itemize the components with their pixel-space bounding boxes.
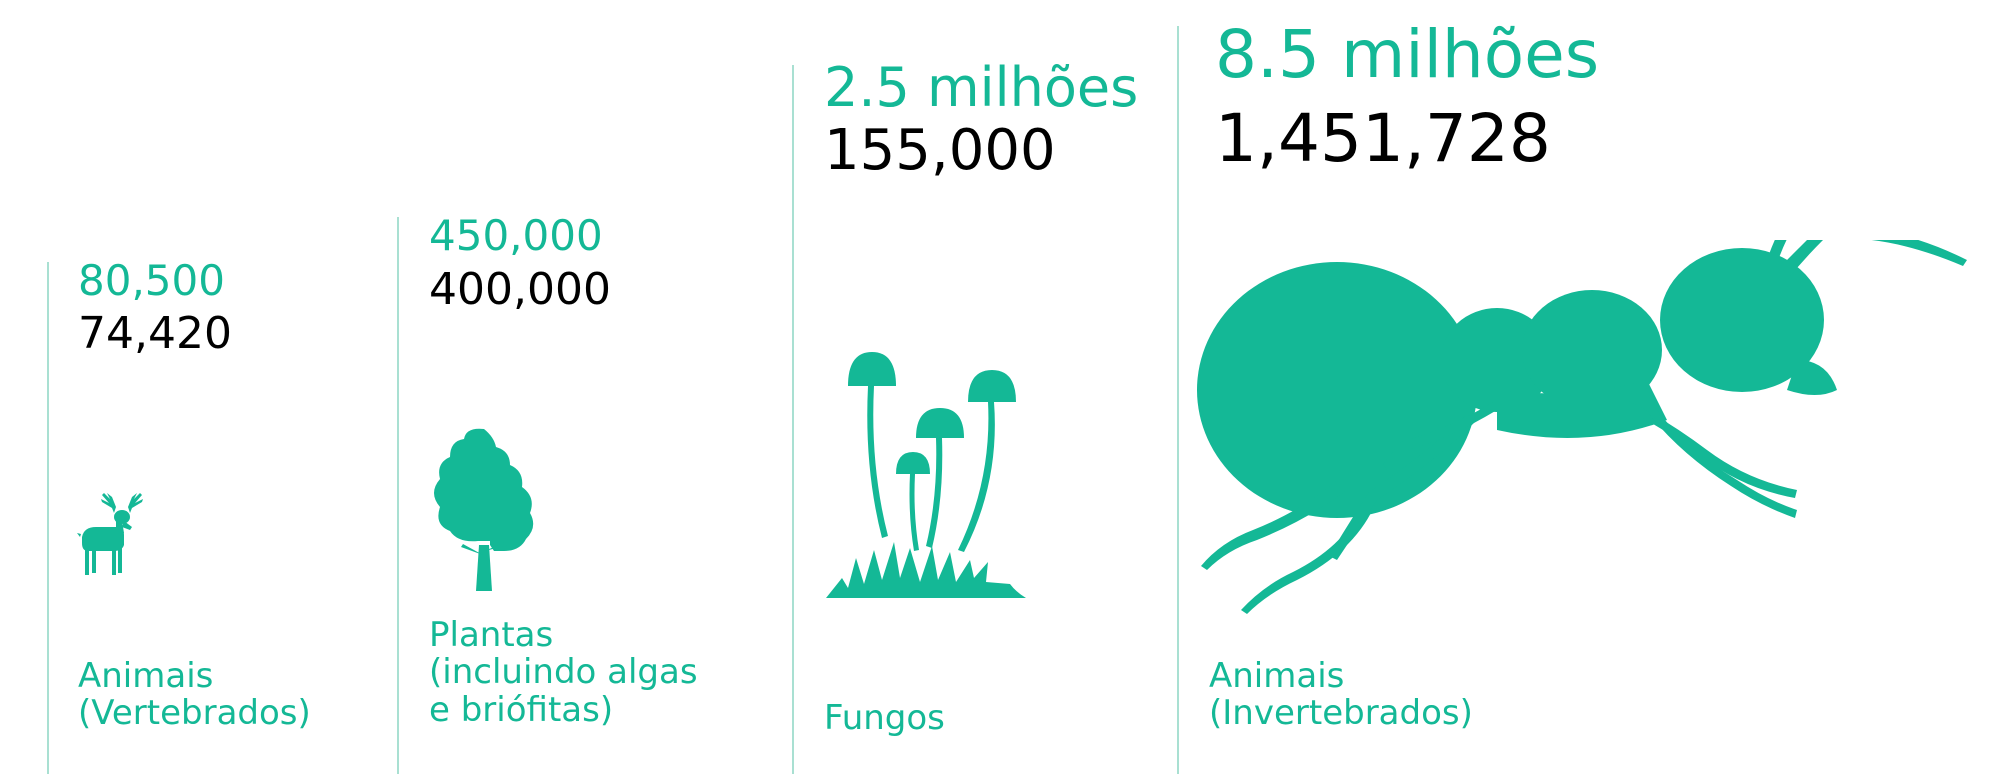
category-label: Animais (Vertebrados) bbox=[78, 656, 311, 734]
deer-icon bbox=[77, 493, 143, 575]
column-divider bbox=[1177, 26, 1179, 774]
estimated-value: 8.5 milhões bbox=[1215, 16, 1600, 93]
column-divider bbox=[47, 262, 49, 774]
column-plants: 450,000 400,000 Plantas (incluindo algas… bbox=[395, 0, 790, 774]
estimated-value: 80,500 bbox=[78, 256, 225, 305]
known-value: 400,000 bbox=[429, 264, 611, 315]
known-value: 1,451,728 bbox=[1215, 100, 1551, 177]
column-invertebrates: 8.5 milhões 1,451,728 bbox=[1175, 0, 2000, 774]
category-label: Plantas (incluindo algas e briófitas) bbox=[429, 615, 698, 730]
column-fungi: 2.5 milhões 155,000 Fungos bbox=[790, 0, 1175, 774]
category-label: Animais (Invertebrados) bbox=[1209, 656, 1473, 734]
tree-icon bbox=[434, 428, 534, 591]
column-vertebrates: 80,500 74,420 Animais (Vertebrados) bbox=[0, 0, 395, 774]
ant-icon bbox=[1197, 240, 1967, 614]
column-divider bbox=[792, 65, 794, 774]
estimated-value: 2.5 milhões bbox=[824, 56, 1139, 119]
column-divider bbox=[397, 217, 399, 774]
category-label: Fungos bbox=[824, 698, 945, 738]
known-value: 74,420 bbox=[78, 308, 232, 359]
estimated-value: 450,000 bbox=[429, 211, 603, 260]
mushroom-icon bbox=[826, 352, 1026, 598]
known-value: 155,000 bbox=[824, 118, 1056, 183]
